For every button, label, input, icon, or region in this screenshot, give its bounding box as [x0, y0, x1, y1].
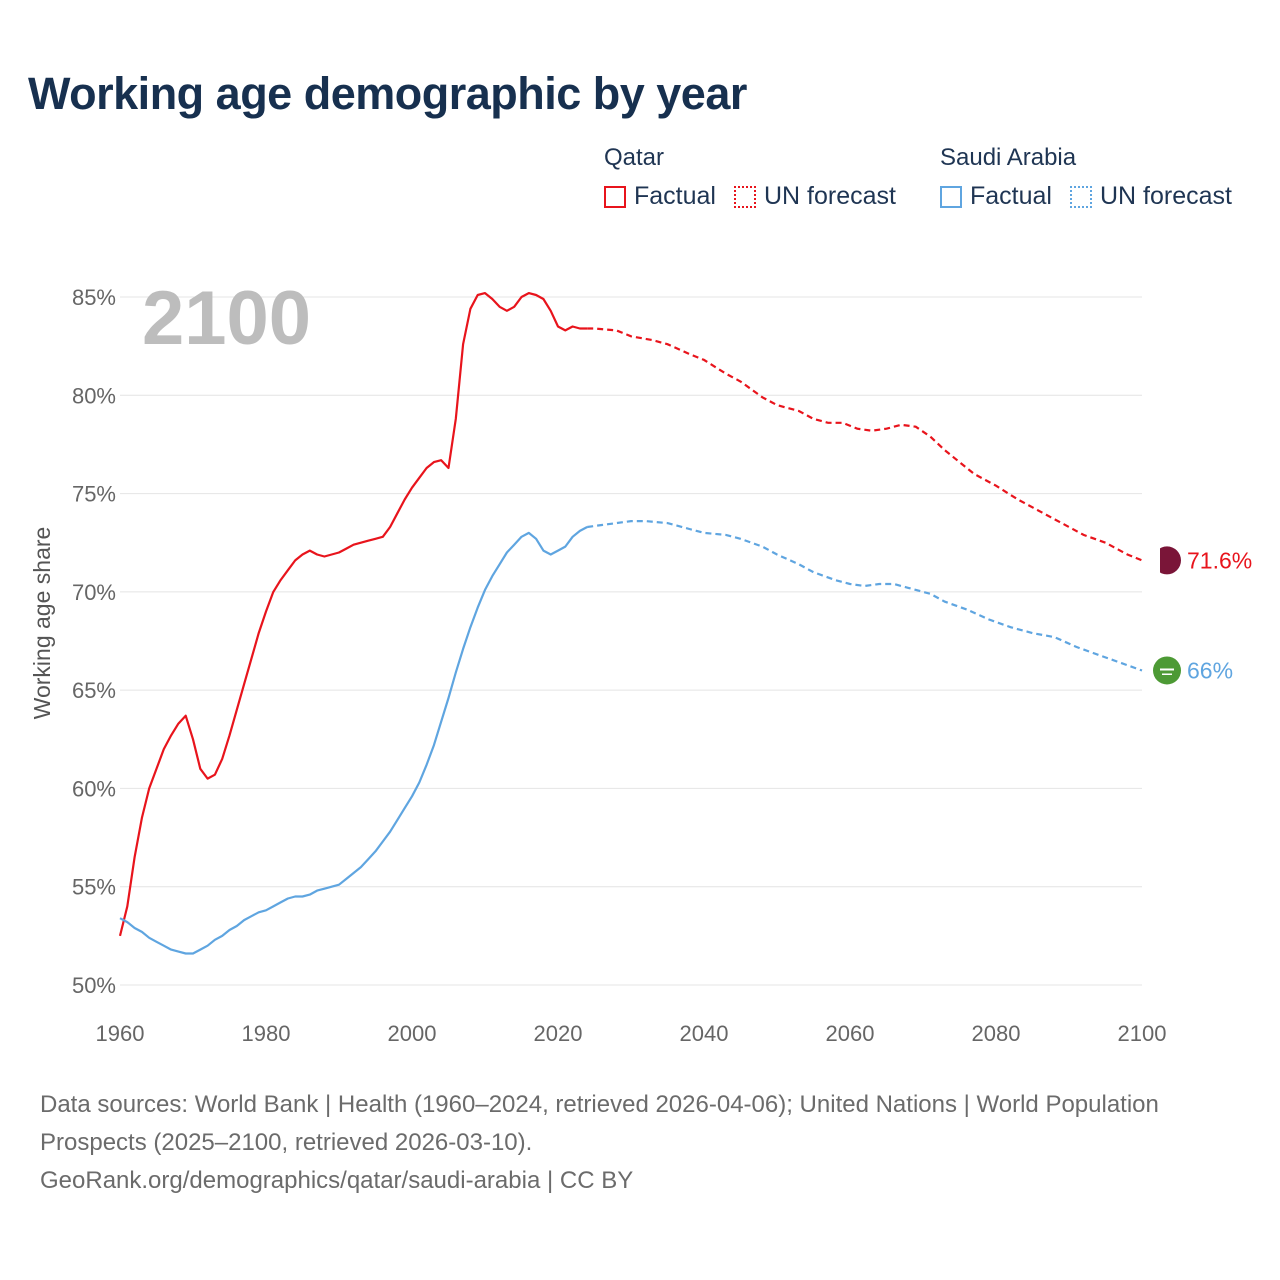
legend-group-saudi-arabia: Saudi Arabia Factual UN forecast [940, 144, 1250, 211]
x-tick-label: 2060 [826, 1021, 875, 1046]
flag-emblem [1160, 668, 1174, 671]
series-end-label: 66% [1187, 657, 1233, 683]
legend-item-saudi-forecast[interactable]: UN forecast [1069, 182, 1232, 211]
legend-label-factual: Factual [634, 182, 716, 210]
source-line-2: GeoRank.org/demographics/qatar/saudi-ara… [40, 1167, 634, 1194]
x-tick-label: 2040 [680, 1021, 729, 1046]
y-tick-label: 70% [72, 580, 116, 605]
legend-swatch-solid [940, 185, 962, 208]
legend-country-saudi-arabia: Saudi Arabia [940, 144, 1077, 171]
source-note: Data sources: World Bank | Health (1960–… [40, 1086, 1160, 1200]
y-tick-label: 75% [72, 482, 116, 507]
series-line-factual-0 [118, 292, 588, 937]
legend-item-saudi-factual[interactable]: Factual [940, 182, 1052, 211]
legend-label-forecast: UN forecast [763, 182, 896, 210]
x-tick-label: 1980 [242, 1021, 291, 1046]
y-tick-label: 55% [72, 875, 116, 900]
series-line-forecast-0 [587, 327, 1143, 562]
x-tick-label: 2100 [1118, 1021, 1167, 1046]
x-tick-label: 1960 [96, 1021, 145, 1046]
flag-sword [1162, 673, 1172, 675]
legend-country-qatar: Qatar [604, 144, 665, 171]
legend-swatch-dotted [733, 185, 756, 208]
flag-stripe [1153, 546, 1160, 575]
qatar-flag-icon [1153, 546, 1181, 575]
y-tick-label: 65% [72, 678, 116, 703]
legend-swatch-dotted [1069, 185, 1092, 208]
legend-item-qatar-factual[interactable]: Factual [604, 182, 716, 211]
series-line-forecast-1 [587, 520, 1143, 672]
chart-title: Working age demographic by year [28, 68, 747, 119]
x-tick-label: 2080 [972, 1021, 1021, 1046]
legend-item-qatar-forecast[interactable]: UN forecast [733, 182, 896, 211]
legend-swatch-solid [604, 185, 626, 208]
series-end-label: 71.6% [1187, 547, 1252, 573]
x-tick-label: 2000 [388, 1021, 437, 1046]
saudi-arabia-flag-icon [1153, 656, 1181, 685]
y-tick-label: 60% [72, 776, 116, 801]
series-line-factual-1 [119, 526, 588, 955]
y-axis-title: Working age share [29, 527, 55, 720]
legend-group-qatar: Qatar Factual UN forecast [604, 144, 914, 211]
y-tick-label: 80% [72, 383, 116, 408]
current-year-label: 2100 [142, 276, 311, 361]
source-line-1: Data sources: World Bank | Health (1960–… [40, 1091, 1159, 1156]
x-tick-label: 2020 [534, 1021, 583, 1046]
y-tick-label: 85% [72, 285, 116, 310]
legend-label-factual: Factual [970, 182, 1052, 210]
y-tick-label: 50% [72, 973, 116, 998]
line-chart: 50% 55% 60% 65% 70% 75% 80% 85% 1960 1980 2000 2020… [29, 276, 1252, 1046]
legend-label-forecast: UN forecast [1099, 182, 1232, 210]
